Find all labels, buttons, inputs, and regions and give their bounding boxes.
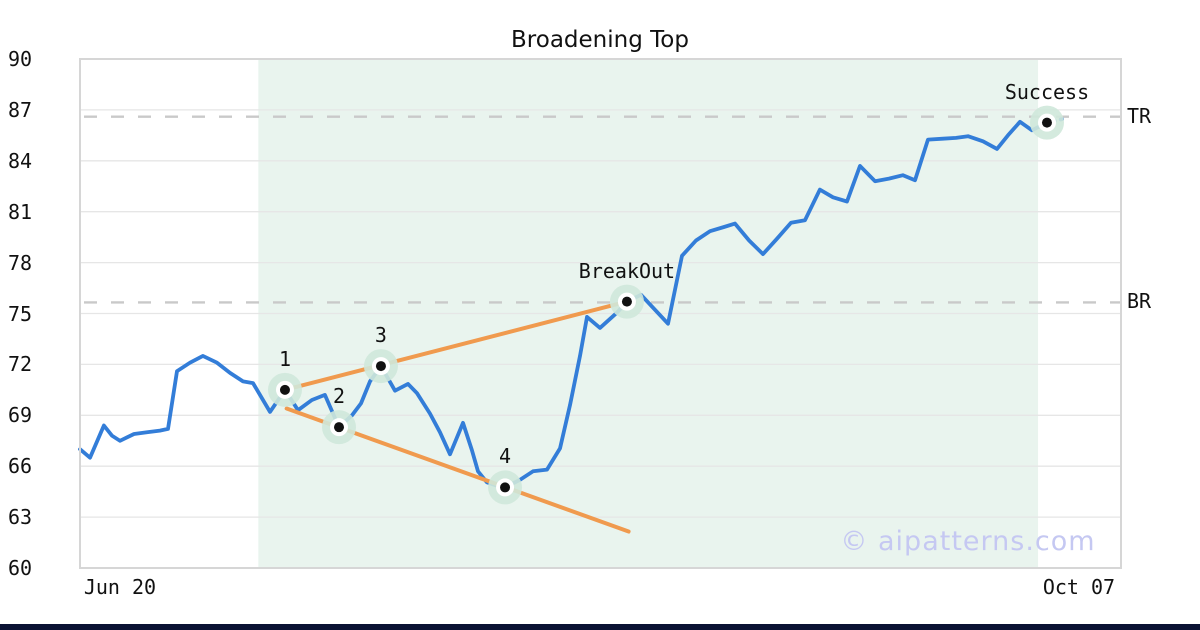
level-label-BR: BR [1127, 289, 1152, 314]
level-label-TR: TR [1127, 103, 1152, 128]
resistance-trendline [282, 299, 629, 392]
marker-dot-1 [279, 384, 290, 395]
y-tick-label-75: 75 [8, 301, 33, 326]
plot-border [79, 58, 1122, 569]
x-tick-label-Jun-20: Jun 20 [83, 575, 157, 599]
y-tick-label-60: 60 [8, 556, 33, 580]
y-tick-label-78: 78 [8, 250, 33, 275]
chart-title: Broadening Top [511, 27, 689, 53]
y-tick-label-90: 90 [8, 47, 33, 71]
y-tick-label-84: 84 [8, 148, 33, 173]
annotation-label-4: 4 [499, 444, 512, 469]
y-tick-label-72: 72 [8, 352, 33, 377]
marker-dot-4 [500, 482, 511, 493]
y-tick-label-69: 69 [8, 403, 33, 428]
marker-dot-BreakOut [621, 296, 632, 307]
y-tick-label-87: 87 [8, 97, 33, 122]
y-tick-label-66: 66 [8, 454, 33, 479]
y-tick-label-63: 63 [8, 505, 33, 530]
x-tick-label-Oct-07: Oct 07 [1042, 575, 1116, 599]
watermark: © aipatterns.com [840, 526, 1096, 557]
marker-dot-2 [334, 422, 345, 433]
annotation-label-BreakOut: BreakOut [578, 258, 676, 283]
marker-dot-Success [1041, 117, 1052, 128]
price-line [78, 119, 1049, 490]
annotation-label-3: 3 [374, 323, 387, 348]
footer-accent-bar [0, 624, 1200, 630]
marker-dot-3 [375, 361, 386, 372]
annotation-label-Success: Success [1004, 79, 1090, 104]
y-tick-label-81: 81 [8, 199, 33, 224]
annotation-label-1: 1 [278, 346, 291, 371]
annotation-label-2: 2 [332, 384, 346, 409]
